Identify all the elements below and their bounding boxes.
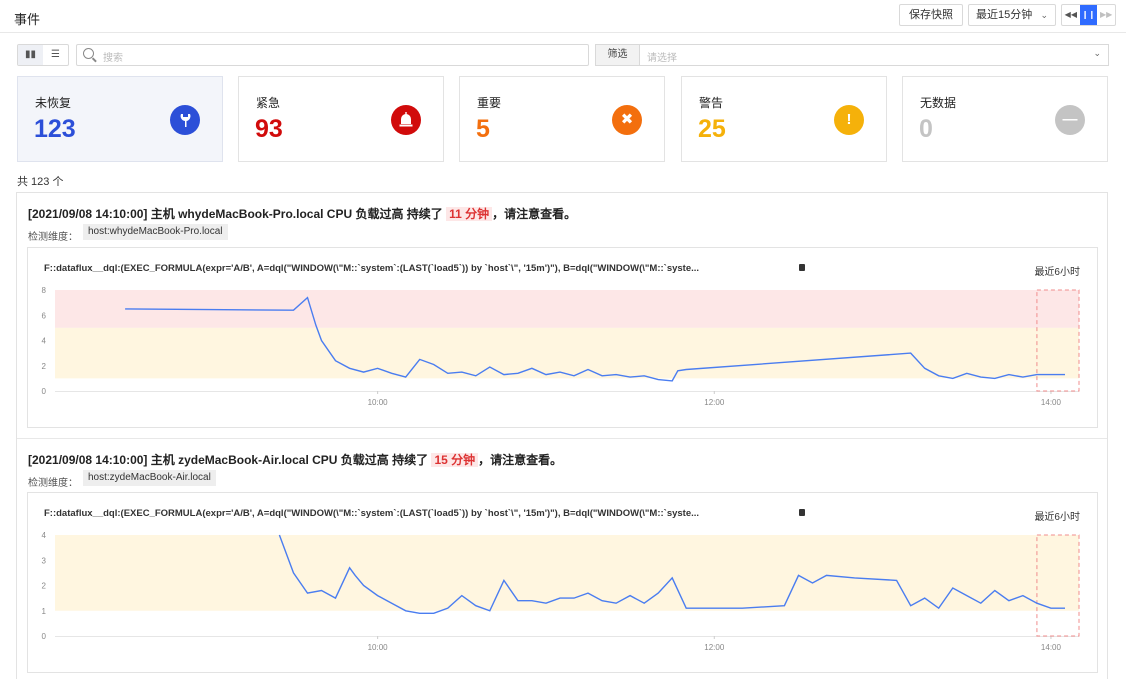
stat-card-unresolved[interactable]: 未恢复 123 xyxy=(17,76,223,162)
y-tick-label: 6 xyxy=(42,311,47,320)
event-item[interactable]: [2021/09/08 14:10:00] 主机 zydeMacBook-Air… xyxy=(17,438,1107,679)
x-tick-label: 10:00 xyxy=(368,643,389,652)
x-tick-label: 14:00 xyxy=(1041,643,1062,652)
dimension-label: 检测维度： xyxy=(28,232,78,243)
stat-value: 93 xyxy=(255,115,283,143)
line-chart: 0 1 2 3 4 10:00 12:00 14:00 xyxy=(42,531,1080,652)
save-snapshot-button[interactable]: 保存快照 xyxy=(899,4,963,26)
view-toggle: ▮▮ ☰ xyxy=(17,44,69,66)
event-title: [2021/09/08 14:10:00] 主机 zydeMacBook-Air… xyxy=(28,451,562,468)
y-tick-label: 1 xyxy=(42,607,47,616)
fast-forward-icon[interactable]: ▶▶ xyxy=(1100,10,1113,19)
x-tick-label: 14:00 xyxy=(1041,398,1062,407)
event-chart: F::dataflux__dql:(EXEC_FORMULA(expr='A/B… xyxy=(27,247,1098,428)
alert-window-marker xyxy=(1036,289,1080,392)
filter-label: 筛选 xyxy=(595,44,639,66)
y-tick-label: 0 xyxy=(42,632,47,641)
event-chart: F::dataflux__dql:(EXEC_FORMULA(expr='A/B… xyxy=(27,492,1098,673)
series-line xyxy=(278,534,1065,615)
stat-label: 警告 xyxy=(699,96,724,110)
stat-value: 25 xyxy=(698,115,726,143)
minus-icon: — xyxy=(1055,105,1085,135)
dimension-label: 检测维度： xyxy=(28,478,78,489)
filter-placeholder: 请选择 xyxy=(647,53,677,64)
chart-time-range: 最近6小时 xyxy=(1034,267,1080,278)
wrench-icon xyxy=(170,105,200,135)
stat-label: 无数据 xyxy=(920,96,957,110)
alarm-icon xyxy=(391,105,421,135)
chart-query: F::dataflux__dql:(EXEC_FORMULA(expr='A/B… xyxy=(44,508,700,519)
event-title: [2021/09/08 14:10:00] 主机 whydeMacBook-Pr… xyxy=(28,205,576,222)
playback-controls: ◀◀ ❙❙ ▶▶ xyxy=(1061,4,1116,26)
stat-value: 0 xyxy=(919,115,933,143)
event-item[interactable]: [2021/09/08 14:10:00] 主机 whydeMacBook-Pr… xyxy=(17,193,1107,438)
stat-card-warning[interactable]: 警告 25 ! xyxy=(681,76,887,162)
series-line xyxy=(125,296,1065,382)
y-tick-label: 3 xyxy=(42,556,47,565)
y-tick-label: 4 xyxy=(42,337,47,346)
event-title-suffix: ，请注意查看。 xyxy=(492,207,577,221)
chart-time-range: 最近6小时 xyxy=(1034,512,1080,523)
y-tick-label: 2 xyxy=(42,582,47,591)
stat-card-critical[interactable]: 紧急 93 xyxy=(238,76,444,162)
stat-card-no-data[interactable]: 无数据 0 — xyxy=(902,76,1108,162)
event-duration: 15 分钟 xyxy=(431,453,479,467)
y-tick-label: 8 xyxy=(42,286,47,295)
threshold-band xyxy=(55,327,1079,379)
event-list: [2021/09/08 14:10:00] 主机 whydeMacBook-Pr… xyxy=(16,192,1108,679)
y-tick-label: 0 xyxy=(42,387,47,396)
stat-value: 5 xyxy=(476,115,490,143)
event-duration: 11 分钟 xyxy=(446,207,493,221)
search-input[interactable]: 搜索 xyxy=(76,44,589,66)
time-range-select[interactable]: 最近15分钟 ⌄ xyxy=(968,4,1056,26)
time-range-value: 最近15分钟 xyxy=(976,9,1033,21)
close-icon: ✖ xyxy=(612,105,642,135)
alert-window-marker xyxy=(1036,534,1080,637)
stat-label: 紧急 xyxy=(256,96,281,110)
dimension-tag: host:whydeMacBook-Pro.local xyxy=(83,224,228,240)
event-title-text: [2021/09/08 14:10:00] 主机 whydeMacBook-Pr… xyxy=(28,207,443,221)
stat-value: 123 xyxy=(34,115,76,143)
y-tick-label: 4 xyxy=(42,531,47,540)
total-count: 共 123 个 xyxy=(17,176,64,188)
copy-icon[interactable] xyxy=(799,264,805,271)
chevron-down-icon: ⌄ xyxy=(1040,10,1048,20)
filter-select[interactable]: 请选择 ⌄ xyxy=(639,44,1109,66)
event-title-text: [2021/09/08 14:10:00] 主机 zydeMacBook-Air… xyxy=(28,453,429,467)
copy-icon[interactable] xyxy=(799,509,805,516)
pause-icon[interactable]: ❙❙ xyxy=(1079,5,1098,25)
x-tick-label: 10:00 xyxy=(368,398,389,407)
stat-card-important[interactable]: 重要 5 ✖ xyxy=(459,76,665,162)
event-title-suffix: ，请注意查看。 xyxy=(478,453,563,467)
chart-view-icon[interactable]: ▮▮ xyxy=(18,45,43,65)
chart-query: F::dataflux__dql:(EXEC_FORMULA(expr='A/B… xyxy=(44,263,700,274)
y-tick-label: 2 xyxy=(42,362,47,371)
line-chart: 0 2 4 6 8 10:00 12:00 14:00 xyxy=(42,286,1080,407)
stat-label: 重要 xyxy=(477,96,502,110)
exclamation-icon: ! xyxy=(834,105,864,135)
top-bar: 事件 保存快照 最近15分钟 ⌄ ◀◀ ❙❙ ▶▶ xyxy=(0,0,1126,33)
search-placeholder: 搜索 xyxy=(103,53,123,64)
search-icon xyxy=(83,48,94,59)
dimension-tag: host:zydeMacBook-Air.local xyxy=(83,470,216,486)
x-tick-label: 12:00 xyxy=(704,398,725,407)
rewind-icon[interactable]: ◀◀ xyxy=(1064,10,1077,19)
x-tick-label: 12:00 xyxy=(704,643,725,652)
stat-label: 未恢复 xyxy=(35,96,72,110)
chevron-down-icon: ⌄ xyxy=(1093,48,1101,58)
list-view-icon[interactable]: ☰ xyxy=(51,49,60,60)
page-title: 事件 xyxy=(14,12,41,27)
threshold-band xyxy=(55,290,1079,328)
